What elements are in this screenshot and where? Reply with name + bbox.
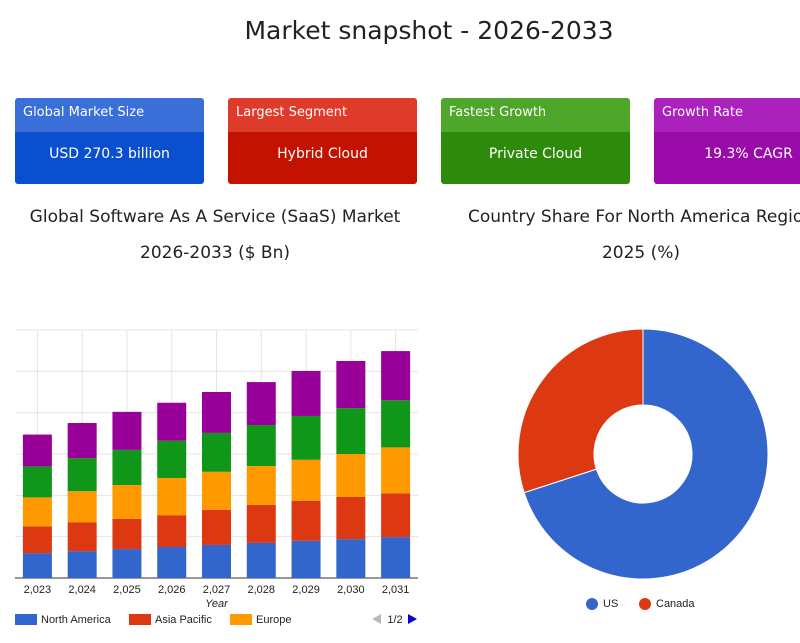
legend-label: Asia Pacific (155, 614, 212, 626)
card-label: Global Market Size (15, 98, 204, 132)
bar-segment (381, 447, 411, 494)
legend-label: Canada (656, 598, 695, 610)
x-axis-title: Year (205, 598, 229, 610)
legend-swatch (639, 598, 651, 610)
card-value: Private Cloud (441, 132, 630, 184)
bar-segment (22, 497, 52, 527)
legend-swatch (230, 614, 252, 625)
bar-segment (336, 496, 366, 540)
bar-segment (22, 526, 52, 554)
legend-next[interactable] (408, 614, 417, 624)
bar-segment (291, 415, 321, 460)
kpi-card: Largest Segment Hybrid Cloud (228, 98, 417, 184)
x-tick-label: 2,023 (24, 584, 52, 596)
legend-swatch (586, 598, 598, 610)
legend-label: Europe (256, 614, 291, 626)
bar-segment (202, 544, 231, 578)
bar-segment (202, 471, 231, 510)
bar-segment (336, 361, 366, 409)
bar-segment (246, 504, 276, 543)
bar-segment (67, 491, 97, 523)
bar-segment (112, 485, 142, 519)
pie-slice (523, 328, 769, 580)
bar-segment (291, 500, 321, 541)
bar-segment (202, 432, 231, 472)
card-label: Growth Rate (654, 98, 800, 132)
bar-segment (67, 551, 97, 578)
bar-segment (112, 411, 142, 450)
card-label: Fastest Growth (441, 98, 630, 132)
pie-chart-title: Country Share For North America Region 2… (467, 207, 800, 263)
bar-segment (336, 408, 366, 454)
x-tick-label: 2,024 (68, 584, 96, 596)
bar-segment (291, 540, 321, 578)
bar-segment (246, 465, 276, 505)
bar-segment (202, 509, 231, 545)
bar-segment (157, 440, 187, 478)
bar-segment (157, 477, 187, 516)
bar-segment (202, 392, 231, 433)
bar-segment (336, 539, 366, 578)
bar-segment (246, 425, 276, 466)
x-tick-label: 2,025 (113, 584, 141, 596)
card-value: USD 270.3 billion (15, 132, 204, 184)
pie-slice (517, 328, 644, 494)
bar-segment (157, 547, 187, 578)
card-label: Largest Segment (228, 98, 417, 132)
x-tick-label: 2,031 (382, 584, 410, 596)
page-title: Market snapshot - 2026-2033 (244, 16, 614, 45)
bar-segment (157, 402, 187, 441)
x-tick-label: 2,028 (248, 584, 276, 596)
bar-segment (246, 382, 276, 426)
bar-segment (381, 351, 411, 401)
bar-segment (112, 518, 142, 550)
bar-segment (381, 537, 411, 578)
legend-label: US (603, 598, 618, 610)
bar-segment (246, 542, 276, 578)
bar-segment (291, 459, 321, 501)
bar-segment (22, 466, 52, 498)
bar-segment (22, 553, 52, 578)
bar-chart-title: Global Software As A Service (SaaS) Mark… (29, 207, 401, 263)
x-tick-label: 2,026 (158, 584, 186, 596)
kpi-card: Global Market Size USD 270.3 billion (15, 98, 204, 184)
legend-swatch (129, 614, 151, 625)
bar-segment (157, 515, 187, 547)
bar-segment (112, 449, 142, 485)
legend-prev (372, 614, 381, 624)
bar-segment (67, 458, 97, 492)
legend-swatch (15, 614, 37, 625)
x-tick-label: 2,030 (337, 584, 365, 596)
card-value: 19.3% CAGR (654, 132, 800, 184)
x-tick-label: 2,027 (203, 584, 231, 596)
bar-segment (67, 423, 97, 459)
kpi-card: Fastest Growth Private Cloud (441, 98, 630, 184)
legend-page: 1/2 (387, 614, 402, 626)
bar-segment (112, 549, 142, 578)
bar-segment (67, 522, 97, 552)
bar-segment (336, 454, 366, 497)
bar-segment (291, 370, 321, 416)
x-tick-label: 2,029 (292, 584, 320, 596)
bar-segment (381, 493, 411, 538)
legend-label: North America (41, 614, 112, 626)
bar-segment (22, 434, 52, 467)
kpi-card: Growth Rate 19.3% CAGR (654, 98, 800, 184)
bar-segment (381, 400, 411, 448)
card-value: Hybrid Cloud (228, 132, 417, 184)
